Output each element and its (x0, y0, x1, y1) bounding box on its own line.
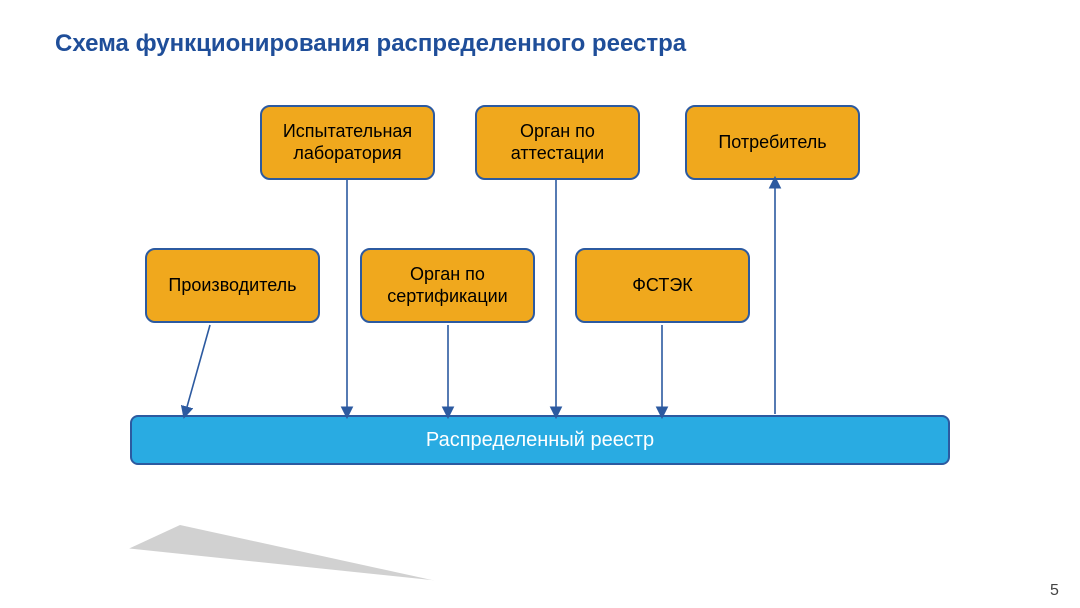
slide: Схема функционирования распределенного р… (0, 0, 1080, 608)
node-producer: Производитель (145, 248, 320, 323)
page-number: 5 (1050, 582, 1059, 600)
shadow-wedge (0, 525, 560, 608)
node-lab: Испытательная лаборатория (260, 105, 435, 180)
white-wedge (0, 535, 700, 608)
node-consumer: Потребитель (685, 105, 860, 180)
node-cert: Орган по сертификации (360, 248, 535, 323)
node-fstek: ФСТЭК (575, 248, 750, 323)
edge (185, 325, 210, 414)
slide-title: Схема функционирования распределенного р… (55, 30, 686, 58)
node-registry: Распределенный реестр (130, 415, 950, 465)
node-att: Орган по аттестации (475, 105, 640, 180)
